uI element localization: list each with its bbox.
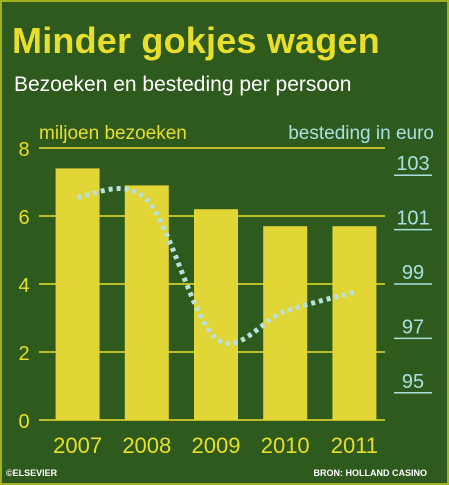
bar [263,226,308,420]
source-text: BRON: HOLLAND CASINO [313,468,428,478]
left-axis-label: miljoen bezoeken [39,123,187,144]
bar [332,226,377,420]
bar [124,185,169,420]
left-tick-label: 2 [18,343,29,365]
chart-subtitle: Bezoeken en besteding per persoon [14,73,352,96]
category-label: 2011 [331,433,378,458]
left-tick-label: 6 [18,207,29,229]
category-label: 2009 [192,433,241,458]
category-label: 2008 [122,433,171,458]
right-tick-label: 103 [396,153,429,175]
right-axis-label: besteding in euro [288,123,434,144]
bar [55,168,100,420]
left-tick-label: 0 [18,411,29,433]
left-tick-label: 8 [18,139,29,161]
left-tick-label: 4 [18,275,29,297]
spending-line [77,186,356,346]
credit-text: ©ELSEVIER [6,468,58,478]
right-tick-label: 99 [402,262,424,284]
category-label: 2007 [53,433,102,458]
chart-title: Minder gokjes wagen [12,20,380,61]
right-tick-label: 101 [396,208,429,230]
category-label: 2010 [261,433,310,458]
right-tick-label: 97 [402,316,424,338]
right-tick-label: 95 [402,371,424,393]
